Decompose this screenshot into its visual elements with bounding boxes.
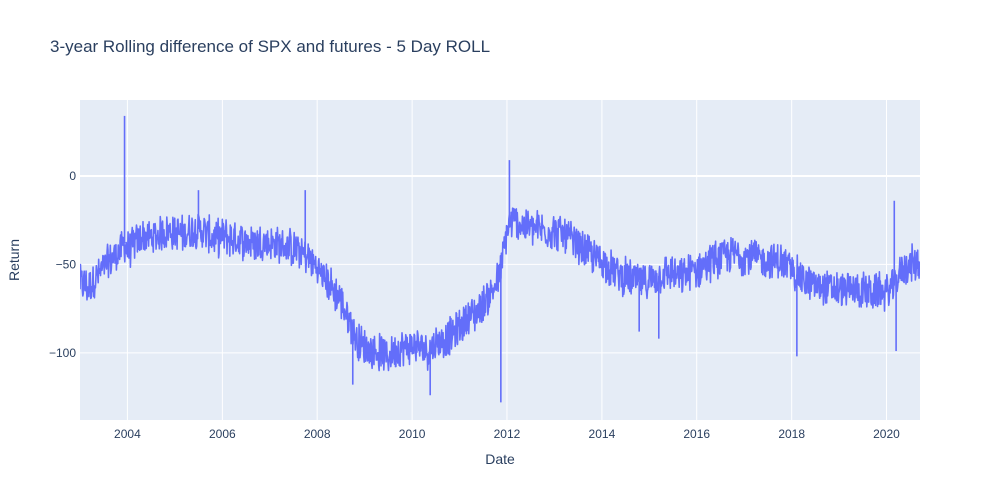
x-tick-label: 2020 (873, 427, 900, 441)
series-layer (80, 115, 920, 403)
y-axis-title: Return (6, 239, 22, 281)
x-axis-title: Date (485, 451, 515, 467)
x-tick-label: 2004 (114, 427, 141, 441)
x-tick-label: 2006 (209, 427, 236, 441)
x-tick-label: 2010 (399, 427, 426, 441)
y-tick-label: −50 (56, 257, 77, 271)
x-tick-label: 2008 (304, 427, 331, 441)
x-tick-label: 2014 (589, 427, 616, 441)
series-line (80, 207, 920, 372)
x-tick-labels: 2004 2006 2008 2010 2012 2014 2016 2018 2020 (114, 427, 900, 441)
x-tick-label: 2012 (494, 427, 521, 441)
y-tick-label: −100 (49, 346, 76, 360)
x-tick-label: 2018 (778, 427, 805, 441)
y-tick-labels: 0 −50 −100 (49, 169, 76, 360)
x-tick-label: 2016 (683, 427, 710, 441)
y-tick-label: 0 (69, 169, 76, 183)
chart-title: 3-year Rolling difference of SPX and fut… (50, 37, 490, 56)
